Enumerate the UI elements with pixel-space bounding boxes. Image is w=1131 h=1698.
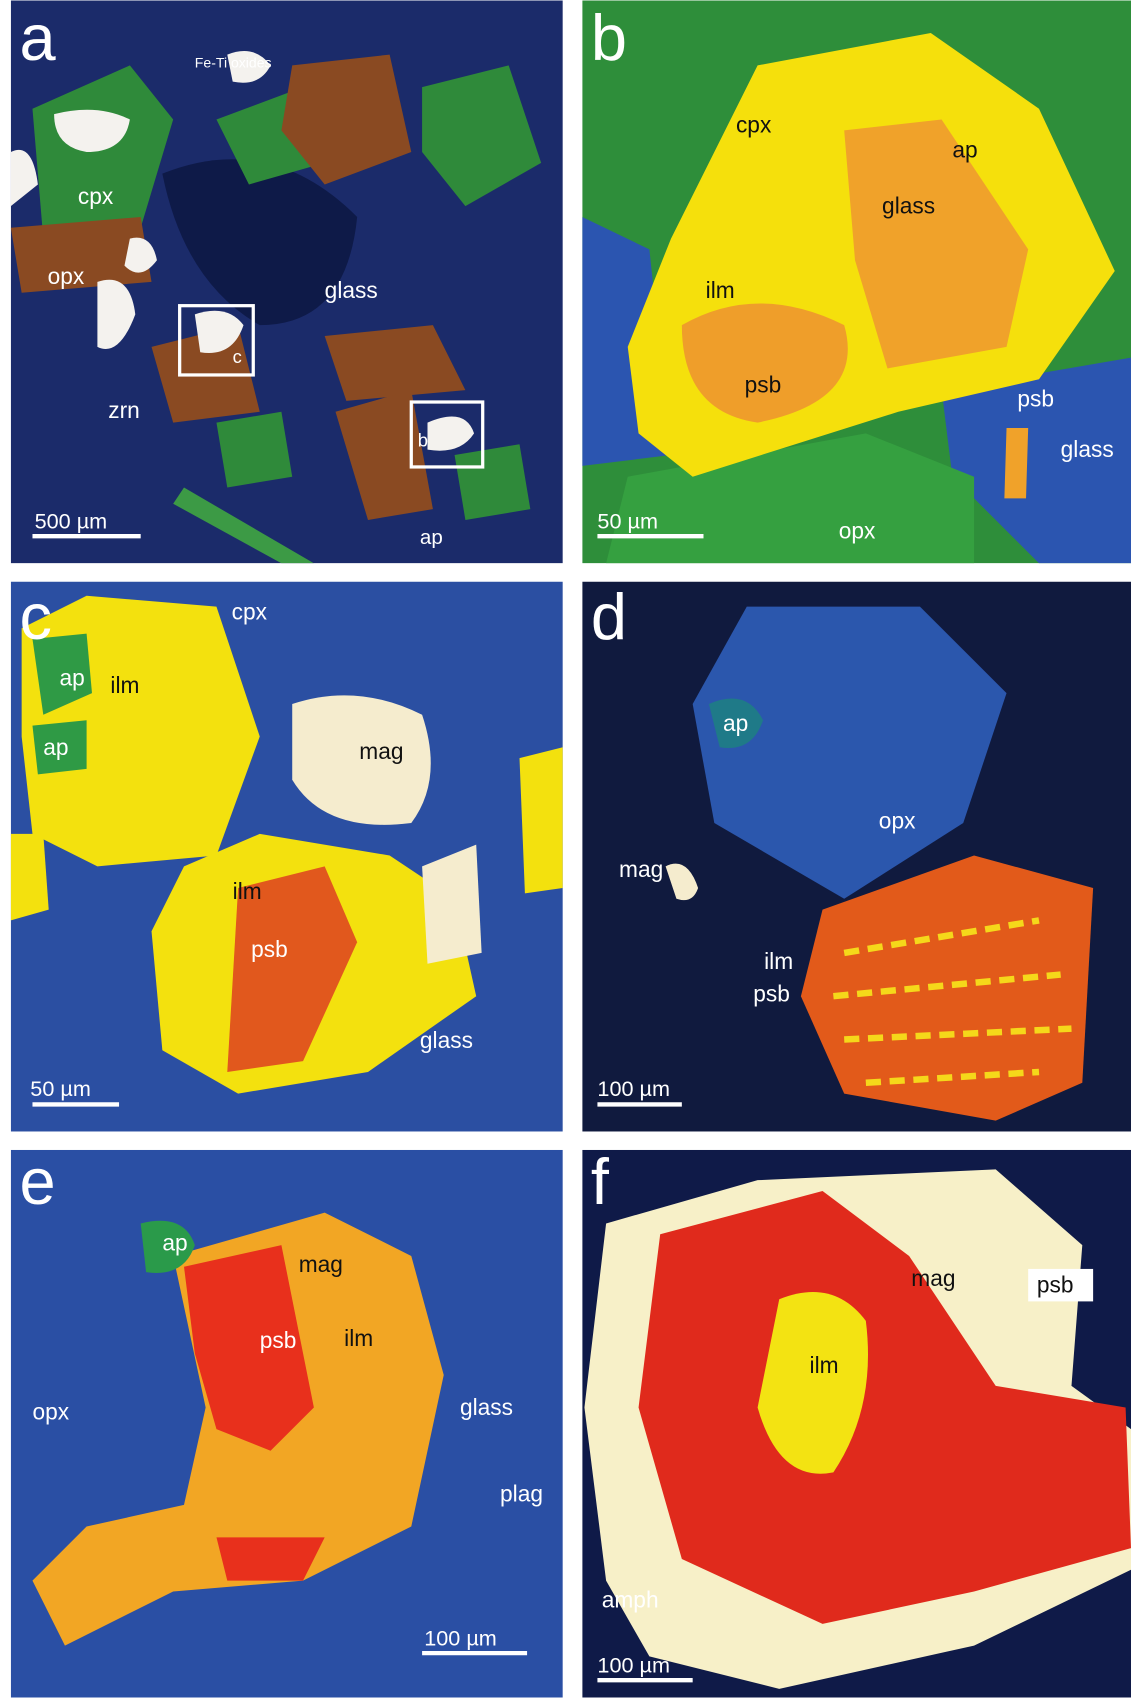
mineral-label: psb <box>260 1327 297 1353</box>
panel-letter: d <box>591 580 627 653</box>
mineral-label: ap <box>60 665 85 691</box>
mineral-label: mag <box>299 1251 343 1277</box>
panel-letter: f <box>591 1145 610 1218</box>
panel-letter: b <box>591 1 627 74</box>
figure: aFe-Ti oxidescpxopxglasszrncbap500 µmbcp… <box>0 0 1131 1698</box>
mineral-label: opx <box>48 263 85 289</box>
mineral-label: b <box>418 429 428 450</box>
scale-bar-label: 50 µm <box>30 1076 91 1101</box>
scale-bar-label: 100 µm <box>597 1076 670 1101</box>
panel-b-image <box>582 0 1131 563</box>
panel-a-image <box>11 0 563 563</box>
mineral-label: ilm <box>110 672 139 698</box>
mineral-label: psb <box>251 936 288 962</box>
mineral-label: glass <box>325 277 378 303</box>
panel-letter: c <box>19 580 51 653</box>
mineral-label: ap <box>420 526 443 549</box>
panel-e-image <box>11 1150 563 1698</box>
mineral-label: cpx <box>232 599 268 625</box>
mineral-label: glass <box>420 1027 473 1053</box>
mineral-label: zrn <box>108 397 140 423</box>
mineral-label: opx <box>879 807 916 833</box>
mineral-label: amph <box>602 1587 659 1613</box>
scale-bar-label: 50 µm <box>597 509 658 534</box>
scale-bar-label: 500 µm <box>35 509 108 534</box>
mineral-label: ap <box>723 710 748 736</box>
mineral-label: mag <box>911 1265 955 1291</box>
mineral-label: opx <box>32 1398 69 1424</box>
mineral-label: opx <box>839 517 876 543</box>
panel-c-image <box>11 582 563 1132</box>
mineral-label: ilm <box>810 1352 839 1378</box>
panel-letter: e <box>19 1145 55 1218</box>
mineral-label: ilm <box>764 948 793 974</box>
mineral-label: ilm <box>344 1325 373 1351</box>
mineral-label: psb <box>745 371 782 397</box>
scale-bar-label: 100 µm <box>597 1653 670 1678</box>
panel-letter: a <box>19 1 56 74</box>
scale-bar-label: 100 µm <box>424 1626 497 1651</box>
panel-f-image <box>582 1150 1131 1698</box>
mineral-label: plag <box>500 1481 543 1507</box>
mineral-label: ilm <box>706 277 735 303</box>
mineral-label: glass <box>882 193 935 219</box>
panel-d-image <box>582 582 1131 1132</box>
mineral-label: Fe-Ti oxides <box>195 55 272 71</box>
mineral-label: glass <box>1061 436 1114 462</box>
mineral-label: mag <box>619 856 663 882</box>
mineral-label: cpx <box>736 112 772 138</box>
mineral-label: ap <box>43 734 68 760</box>
mineral-label: psb <box>1037 1272 1074 1298</box>
mineral-label: psb <box>1017 385 1054 411</box>
mineral-label: c <box>233 346 242 367</box>
mineral-label: cpx <box>78 183 114 209</box>
mineral-label: ap <box>162 1230 187 1256</box>
mineral-label: psb <box>753 981 790 1007</box>
mineral-label: mag <box>359 738 403 764</box>
mineral-label: ilm <box>233 878 262 904</box>
mineral-label: ap <box>952 136 977 162</box>
mineral-label: glass <box>460 1394 513 1420</box>
